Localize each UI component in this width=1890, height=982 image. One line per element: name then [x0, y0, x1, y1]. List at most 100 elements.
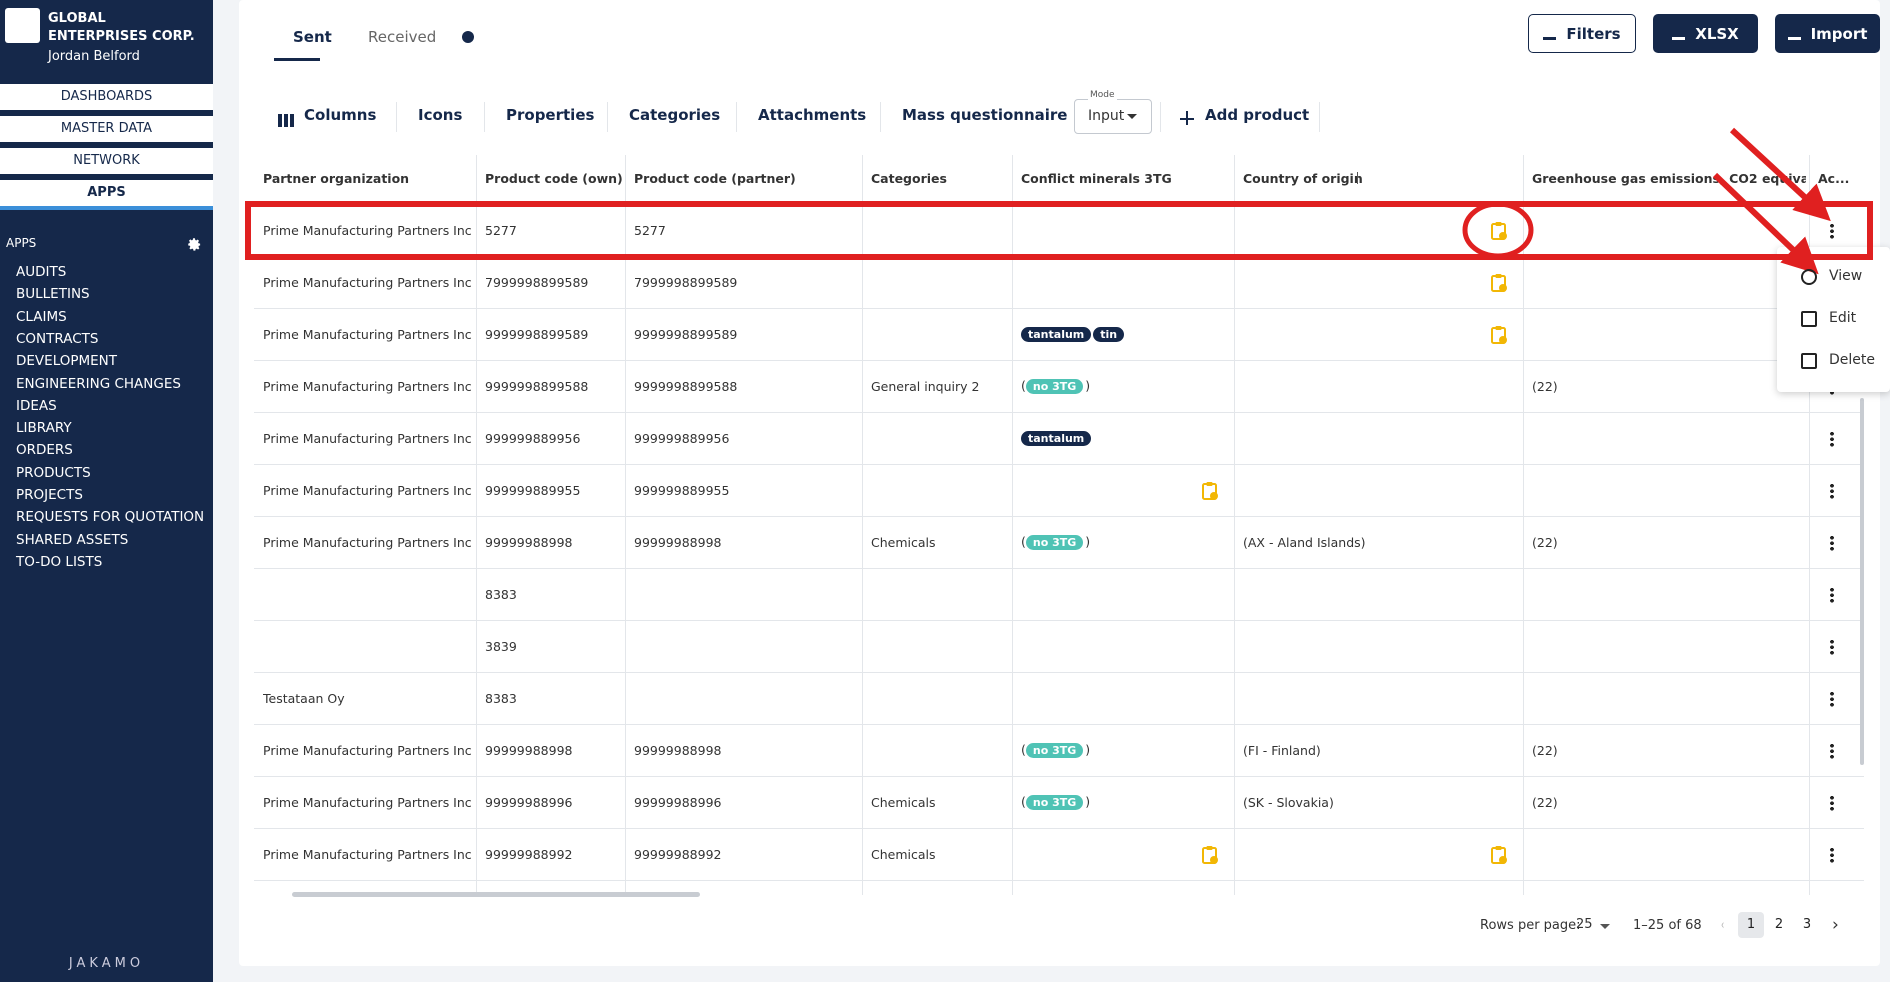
menu-item[interactable]: Edit — [1829, 310, 1857, 326]
column-header[interactable]: Categories — [871, 171, 947, 186]
button-icon — [1543, 27, 1557, 40]
row-actions[interactable] — [1830, 847, 1834, 863]
column-header[interactable]: Conflict minerals 3TG — [1021, 171, 1172, 186]
settings-icon[interactable] — [187, 237, 202, 252]
cell-text: 99999988998 — [485, 535, 573, 550]
column-header[interactable]: Ac... — [1818, 171, 1850, 186]
button-icon — [1672, 27, 1686, 40]
cell-text: Prime Manufacturing Partners Inc. — [263, 327, 471, 342]
bracket: ( — [1021, 378, 1026, 393]
row-actions[interactable] — [1830, 743, 1834, 759]
cell-text: 99999988996 — [634, 795, 722, 810]
conflict-cell: (no 3TG) — [1021, 534, 1090, 550]
tab[interactable]: Sent — [293, 28, 332, 46]
next[interactable]: › — [1832, 915, 1839, 935]
nav-item[interactable]: DASHBOARDS — [0, 84, 213, 114]
toolbar-item[interactable]: Properties — [506, 106, 595, 124]
row-actions[interactable] — [1830, 431, 1834, 447]
user-name: Jordan Belford — [48, 49, 140, 64]
action-button[interactable]: XLSX — [1653, 14, 1758, 53]
app-link[interactable]: IDEAS — [16, 397, 57, 414]
column-header[interactable]: Country of origin — [1243, 171, 1363, 186]
action-button[interactable]: Import — [1775, 14, 1880, 53]
conflict-cell: (no 3TG) — [1021, 794, 1090, 810]
app-link[interactable]: REQUESTS FOR QUOTATION — [16, 509, 205, 526]
app-link[interactable]: BULLETINS — [16, 286, 90, 303]
page-button[interactable]: 3 — [1802, 917, 1812, 932]
app-link[interactable]: CLAIMS — [16, 308, 67, 325]
column-header[interactable]: Product code (partner) — [634, 171, 796, 186]
menu-item[interactable]: Delete — [1829, 352, 1875, 368]
nav-item[interactable]: NETWORK — [0, 148, 213, 178]
app-link[interactable]: PRODUCTS — [16, 464, 91, 481]
nav-item[interactable]: MASTER DATA — [0, 116, 213, 146]
button-label: Filters — [1566, 24, 1621, 43]
clipboard-icon — [1490, 273, 1508, 297]
row-divider — [254, 464, 1864, 465]
row-actions[interactable] — [1830, 587, 1834, 603]
tag: no 3TG — [1025, 795, 1084, 810]
cell-text: Prime Manufacturing Partners Inc. — [263, 379, 471, 394]
row-divider — [254, 308, 1864, 309]
clipboard-icon — [1490, 845, 1508, 869]
conflict-cell: (no 3TG) — [1021, 378, 1090, 394]
app-link[interactable]: LIBRARY — [16, 420, 72, 437]
v-scrollbar — [1860, 398, 1864, 765]
arrow — [1712, 172, 1819, 275]
logo — [5, 8, 40, 43]
separator — [736, 102, 737, 132]
column-header[interactable]: Partner organization — [263, 171, 410, 186]
action-button[interactable]: Filters — [1528, 14, 1636, 53]
rows-value[interactable]: 25 — [1576, 917, 1593, 932]
cell-text: Prime Manufacturing Partners Inc. — [263, 743, 471, 758]
toolbar-item[interactable]: Columns — [304, 106, 377, 124]
cell-text: Prime Manufacturing Partners Inc. — [263, 223, 471, 238]
row-actions[interactable] — [1830, 795, 1834, 811]
row-actions[interactable] — [1830, 639, 1834, 655]
rows-caret — [1600, 924, 1610, 929]
app-link[interactable]: TO-DO LISTS — [16, 553, 103, 570]
row-actions[interactable] — [1830, 691, 1834, 707]
app-link[interactable]: AUDITS — [16, 264, 67, 280]
prev[interactable]: ‹ — [1721, 918, 1725, 933]
row-actions[interactable] — [1830, 535, 1834, 551]
page-button[interactable]: 1 — [1738, 912, 1764, 938]
tag: tantalum — [1021, 327, 1092, 342]
column-header[interactable]: Product code (own) — [485, 171, 622, 186]
separator — [1160, 102, 1161, 132]
row-divider — [254, 412, 1864, 413]
menu-icon — [1801, 269, 1817, 285]
app-link[interactable]: ORDERS — [16, 442, 73, 459]
cell-text: (SK - Slovakia) — [1243, 795, 1334, 810]
tab[interactable]: Received — [368, 28, 437, 46]
toolbar-item[interactable]: Icons — [418, 106, 463, 124]
column-header[interactable]: Greenhouse gas emissions, CO2 equivalent… — [1532, 171, 1806, 186]
toolbar-item[interactable]: Categories — [629, 106, 721, 124]
cell-text: Prime Manufacturing Partners Inc. — [263, 431, 471, 446]
bracket: ( — [1021, 794, 1026, 809]
cell-text: 99999988996 — [485, 795, 573, 810]
cell-text: Prime Manufacturing Partners Inc. — [263, 275, 471, 290]
row-actions[interactable] — [1830, 483, 1834, 499]
nav-item[interactable]: APPS — [0, 180, 213, 210]
tag: tantalum — [1021, 431, 1092, 446]
page-button[interactable]: 2 — [1774, 917, 1784, 932]
app-link[interactable]: ENGINEERING CHANGES — [16, 375, 181, 392]
menu-item[interactable]: View — [1829, 268, 1863, 284]
row-divider — [254, 672, 1864, 673]
app-link[interactable]: CONTRACTS — [16, 330, 99, 347]
select-label: Mode — [1088, 90, 1117, 100]
toolbar-item[interactable]: Attachments — [758, 106, 867, 124]
app-link[interactable]: PROJECTS — [16, 487, 83, 503]
add-product[interactable]: Add product — [1205, 106, 1310, 124]
cell-text: (FI - Finland) — [1243, 743, 1321, 758]
cell-text: (22) — [1532, 795, 1558, 810]
column-divider — [625, 155, 626, 895]
row-divider — [254, 620, 1864, 621]
app-link[interactable]: SHARED ASSETS — [16, 531, 129, 548]
cell-text: 9999998899589 — [485, 327, 589, 342]
app-link[interactable]: DEVELOPMENT — [16, 353, 118, 370]
toolbar-item[interactable]: Mass questionnaire — [902, 106, 1068, 124]
menu-icon — [1801, 353, 1817, 369]
row-actions[interactable] — [1830, 223, 1834, 239]
